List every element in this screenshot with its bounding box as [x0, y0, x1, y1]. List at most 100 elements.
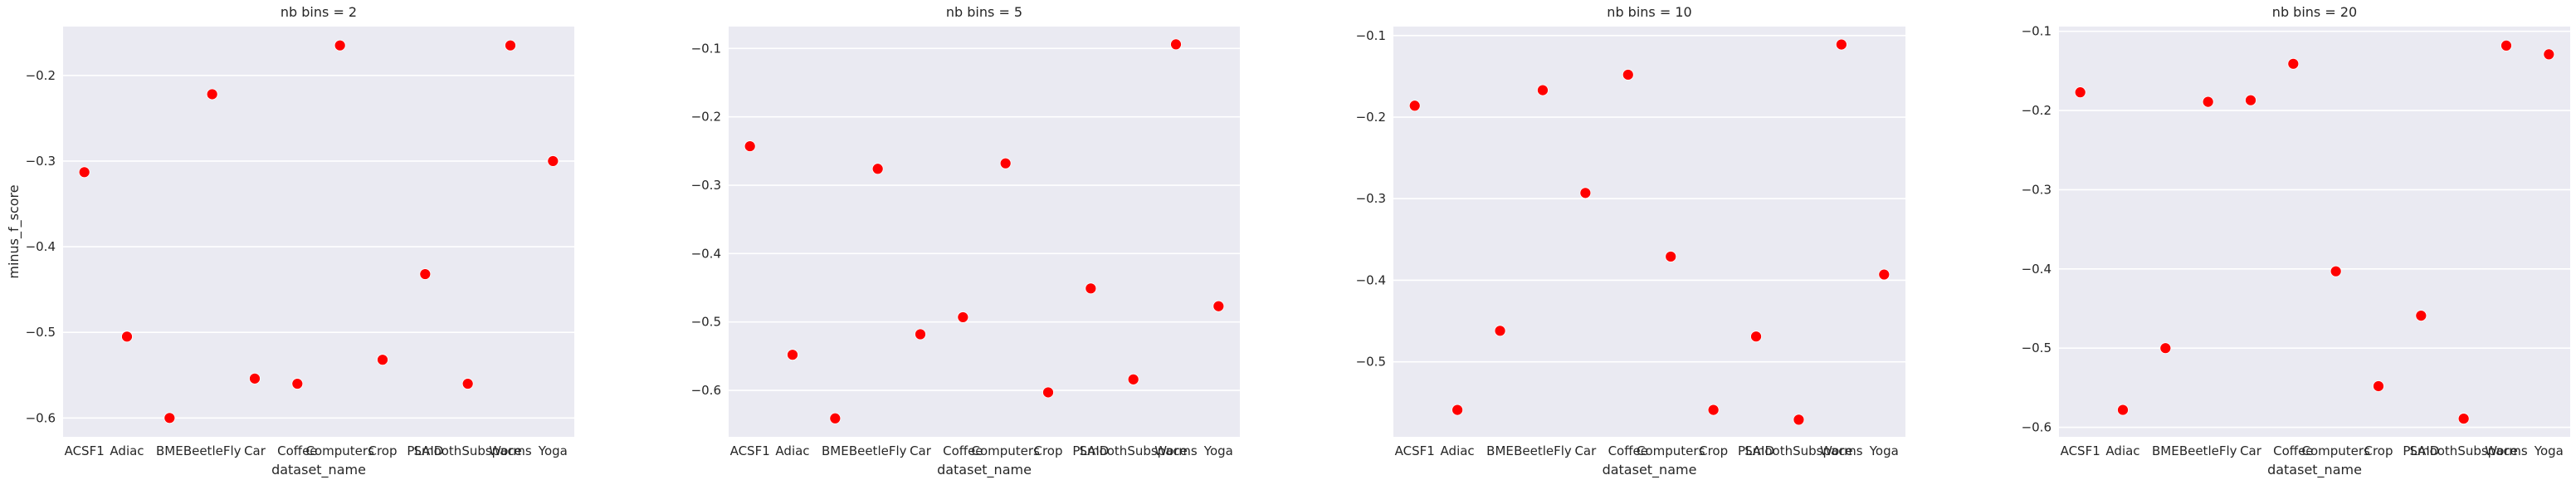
x-axis-label: dataset_name — [937, 462, 1032, 478]
x-tick-label: BeetleFly — [2179, 443, 2237, 458]
data-point — [2117, 404, 2129, 416]
data-point — [2415, 310, 2427, 321]
data-point — [249, 372, 261, 385]
data-point — [2373, 380, 2384, 392]
y-tick-label: −0.5 — [26, 325, 56, 340]
data-point — [121, 331, 133, 343]
data-point — [1579, 187, 1592, 199]
y-tick-label: −0.1 — [1356, 28, 1386, 43]
x-tick-label: BME — [2152, 443, 2179, 458]
data-point — [787, 349, 798, 361]
x-tick-label: ACSF1 — [730, 443, 770, 458]
data-point — [2543, 48, 2555, 61]
x-axis-label: dataset_name — [2267, 462, 2362, 478]
x-tick-label: Coffee — [1608, 443, 1648, 458]
plot-area — [2059, 27, 2570, 437]
y-tick-label: −0.1 — [691, 41, 721, 56]
data-point — [2500, 39, 2512, 51]
y-tick-label: −0.4 — [26, 239, 56, 254]
data-point — [2202, 96, 2214, 108]
subplot-title: nb bins = 10 — [1607, 4, 1691, 20]
x-tick-label: Yoga — [538, 443, 568, 458]
data-point — [829, 412, 842, 424]
data-point — [744, 140, 756, 152]
data-point — [957, 311, 969, 323]
x-tick-label: BME — [156, 443, 183, 458]
x-tick-label: Worms — [2485, 443, 2528, 458]
data-point — [1451, 404, 1464, 416]
y-tick-label: −0.4 — [1356, 272, 1386, 287]
y-axis-label: minus_f_score — [6, 184, 22, 278]
x-tick-label: Computers — [971, 443, 1040, 458]
x-tick-label: Coffee — [943, 443, 983, 458]
y-tick-label: −0.3 — [691, 178, 721, 193]
subplot-title: nb bins = 5 — [946, 4, 1022, 20]
y-tick-label: −0.5 — [1356, 355, 1386, 370]
data-point — [999, 157, 1012, 169]
y-tick-label: −0.3 — [1356, 191, 1386, 206]
x-tick-label: SmoothSubspace — [1744, 443, 1852, 458]
data-point — [505, 39, 516, 51]
x-tick-label: Computers — [2301, 443, 2370, 458]
subplot-4: −0.6 −0.5 −0.4 −0.3 −0.2 −0.1 ACSF1 Adiac BME Bee… — [2022, 4, 2570, 478]
y-tick-label: −0.5 — [2022, 340, 2052, 355]
data-point — [1793, 414, 1805, 426]
x-axis-label: dataset_name — [271, 462, 366, 478]
x-tick-label: PLAID — [1738, 443, 1774, 458]
x-tick-label: BeetleFly — [849, 443, 907, 458]
x-tick-label: Adiac — [1441, 443, 1475, 458]
y-tick-label: −0.2 — [691, 110, 721, 125]
data-point — [1835, 38, 1847, 51]
data-point — [1537, 84, 1549, 96]
x-axis-label: dataset_name — [1603, 462, 1697, 478]
x-tick-label: Car — [910, 443, 932, 458]
plot-area — [1393, 27, 1905, 437]
data-point — [1085, 282, 1097, 295]
data-point — [377, 354, 388, 366]
data-point — [1707, 404, 1720, 416]
subplot-1: −0.6 −0.5 −0.4 −0.3 −0.2 ACSF1 Adiac BME BeetleF… — [6, 4, 574, 478]
x-tick-label: Adiac — [2105, 443, 2139, 458]
data-point — [915, 328, 926, 340]
x-tick-label: Yoga — [1203, 443, 1233, 458]
x-tick-label: Crop — [2364, 443, 2393, 458]
data-point — [1127, 373, 1139, 385]
data-point — [1665, 251, 1677, 262]
y-tick-label: −0.6 — [691, 383, 721, 398]
data-point — [547, 155, 559, 167]
x-tick-label: BeetleFly — [183, 443, 242, 458]
x-tick-label: SmoothSubspace — [2409, 443, 2517, 458]
x-tick-label: PLAID — [407, 443, 443, 458]
data-point — [1170, 38, 1182, 51]
x-tick-label: Car — [244, 443, 266, 458]
x-tick-label: Computers — [1637, 443, 1705, 458]
plot-area — [63, 27, 574, 437]
y-tick-label: −0.5 — [691, 315, 721, 330]
x-tick-label: SmoothSubspace — [413, 443, 521, 458]
data-point — [461, 378, 474, 389]
x-tick-label: Coffee — [2273, 443, 2313, 458]
y-tick-label: −0.2 — [26, 68, 56, 83]
data-point — [206, 88, 218, 100]
x-tick-label: Adiac — [110, 443, 144, 458]
x-tick-label: ACSF1 — [2061, 443, 2100, 458]
x-tick-label: Crop — [1699, 443, 1728, 458]
y-tick-label: −0.6 — [26, 410, 56, 425]
data-point — [1042, 386, 1054, 399]
x-tick-label: ACSF1 — [65, 443, 105, 458]
x-tick-label: Worms — [489, 443, 532, 458]
x-tick-label: BME — [1486, 443, 1514, 458]
subplot-title: nb bins = 20 — [2272, 4, 2357, 20]
data-point — [1750, 331, 1762, 343]
y-tick-label: −0.3 — [2022, 182, 2052, 197]
x-tick-label: Crop — [1033, 443, 1062, 458]
data-point — [2457, 413, 2470, 424]
x-tick-label: Coffee — [277, 443, 317, 458]
data-point — [78, 166, 90, 179]
data-point — [291, 378, 304, 389]
x-tick-label: Yoga — [2534, 443, 2564, 458]
data-point — [1494, 325, 1506, 337]
x-tick-label: Worms — [1154, 443, 1198, 458]
x-tick-label: Computers — [305, 443, 374, 458]
